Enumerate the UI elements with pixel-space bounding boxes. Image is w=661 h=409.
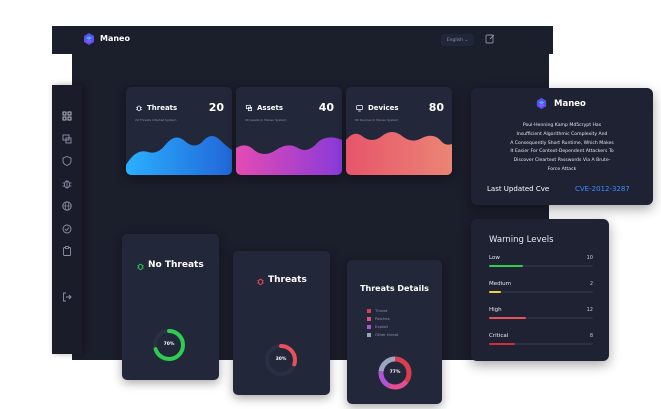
legend-item: Patches [367,316,390,321]
no-threats-donut [153,329,185,361]
threats-details-card: Threats Details Threat Patches Exploit O… [347,260,442,404]
cve-label: Last Updated Cve [487,185,550,193]
level-value: 10 [586,255,593,261]
dashboard-icon[interactable] [61,110,73,122]
level-name: Low [489,255,500,261]
scan-icon[interactable] [61,223,73,235]
level-bar [489,343,515,345]
donut-segment [378,356,412,390]
level-value: 12 [586,307,593,313]
cve-info-panel: Maneo Poul-Henning Kamp Md5crypt Has Ins… [471,88,653,205]
maneo-logo-icon [536,97,547,110]
assets-stat-title: Assets [245,104,283,112]
devices-stat-card[interactable]: Devices 80 80 Devices In Maneo System [346,87,452,175]
level-bar [489,291,502,293]
info-brand: Maneo [554,99,586,109]
threats-stat-title: Threats [135,104,177,112]
globe-icon[interactable] [61,200,73,212]
cve-description: Poul-Henning Kamp Md5crypt Has Insuffici… [510,123,614,172]
legend-swatch [367,316,371,321]
donut-percent: 77% [389,370,401,375]
legend-swatch [367,308,371,313]
threats-stat-card[interactable]: Threats 20 20 Threats Infected System [126,87,232,175]
threats-card: Threats 30% [233,251,330,395]
devices-stat-title: Devices [355,104,399,112]
threats-title: Threats [268,275,307,285]
donut-percent: 30% [275,357,287,362]
clipboard-icon[interactable] [61,245,73,257]
stat-count: 20 [208,101,224,114]
donut-arc [153,329,185,361]
legend-item: Threat [367,308,387,313]
devices-wave-chart [346,132,452,175]
level-name: Critical [489,333,509,339]
assets-icon[interactable] [61,133,73,145]
warning-levels-panel: Warning Levels Low 10 Medium 2 High 12 C… [471,219,609,361]
donut-arc [265,344,297,376]
level-bar [489,265,524,267]
legend-item: Exploit [367,324,388,329]
stat-label: Threats [147,104,178,112]
legend-swatch [367,324,371,329]
cve-id-link[interactable]: CVE-2012-3287 [575,185,630,193]
bug-icon[interactable] [61,178,73,190]
app-name: Maneo [100,34,130,43]
donut-segment [378,356,412,390]
threats-details-title: Threats Details [360,284,429,293]
legend-swatch [367,332,371,337]
bug-icon [136,105,142,112]
bug-icon [257,278,264,285]
threats-wave-chart [126,136,232,175]
level-bar [489,317,527,319]
shield-icon[interactable] [61,155,73,167]
sidebar [52,85,82,354]
legend-item: Other threat [367,332,399,337]
stat-subtitle: 20 Threats Infected System [135,118,177,122]
stat-label: Assets [257,104,284,112]
donut-percent: 70% [163,342,175,347]
logout-icon[interactable] [61,291,73,303]
stat-count: 40 [318,101,334,114]
no-threats-card: No Threats 70% [122,234,219,380]
no-threats-title: No Threats [148,260,204,270]
threats-details-donut [378,356,412,390]
notes-icon[interactable] [484,33,496,45]
level-name: High [489,307,502,313]
warning-levels-title: Warning Levels [489,235,554,245]
level-value: 8 [589,333,593,339]
bug-icon [137,263,144,270]
stat-subtitle: 40 Assets In Maneo System [245,118,287,122]
level-value: 2 [589,281,593,287]
language-select[interactable]: English ⌄ [441,34,474,46]
assets-stat-card[interactable]: Assets 40 40 Assets In Maneo System [236,87,342,175]
devices-icon [356,105,363,112]
stat-subtitle: 80 Devices In Maneo System [355,118,399,122]
assets-icon [245,104,253,112]
stat-label: Devices [368,104,399,112]
threats-donut [265,344,297,376]
maneo-logo-icon [84,33,94,45]
stat-count: 80 [428,101,444,114]
donut-segment [378,356,412,390]
level-name: Medium [489,281,511,287]
assets-wave-chart [236,137,342,175]
